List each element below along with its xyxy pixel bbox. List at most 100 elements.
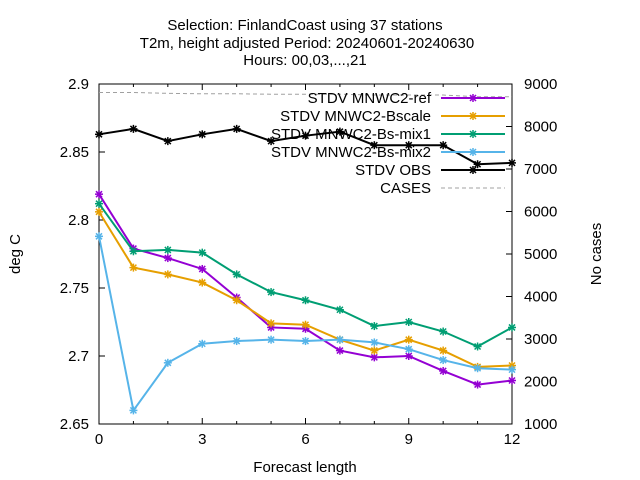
marker-stroke — [164, 137, 172, 145]
marker-stroke — [439, 356, 447, 364]
data-point — [95, 207, 103, 216]
marker-stroke — [164, 270, 172, 278]
y2-tick-label: 6000 — [524, 204, 557, 221]
marker-stroke — [336, 347, 344, 355]
data-point — [267, 288, 276, 297]
chart-title: Selection: FinlandCoast using 37 station… — [140, 17, 474, 69]
marker-stroke — [469, 112, 477, 120]
legend-entry: STDV MNWC2-ref — [308, 90, 505, 107]
marker-stroke — [95, 130, 103, 138]
data-point — [198, 248, 207, 257]
y-tick-label: 2.75 — [60, 280, 89, 297]
legend-label: STDV MNWC2-ref — [308, 90, 432, 107]
data-point — [198, 264, 207, 273]
marker-stroke — [508, 159, 516, 167]
y2-axis-label: No cases — [588, 223, 605, 286]
data-point — [335, 335, 344, 344]
marker-stroke — [301, 132, 310, 140]
y2-tick-label: 1000 — [524, 416, 557, 433]
y-tick-label: 2.9 — [68, 76, 89, 93]
marker-stroke — [95, 232, 103, 240]
data-point — [301, 337, 310, 346]
legend-marker — [469, 94, 477, 102]
data-point — [439, 356, 448, 365]
data-point — [335, 346, 344, 355]
data-point — [232, 337, 241, 346]
marker-stroke — [95, 200, 103, 208]
marker-stroke — [469, 130, 477, 138]
data-point — [370, 338, 379, 347]
data-point — [95, 199, 103, 208]
legend-entry: STDV MNWC2-Bs-mix2 — [271, 144, 505, 161]
data-point — [370, 346, 379, 355]
series-stdv-mnwc2-bscale — [95, 207, 516, 371]
legend-entry: CASES — [380, 180, 505, 197]
marker-stroke — [198, 249, 206, 257]
data-point — [95, 130, 103, 139]
marker-stroke — [508, 376, 516, 385]
data-point — [198, 278, 207, 287]
legend-marker — [469, 130, 477, 138]
marker-stroke — [469, 166, 477, 174]
marker-stroke — [336, 336, 344, 344]
y-axis-label: deg C — [7, 234, 24, 274]
legend-label: STDV MNWC2-Bs-mix2 — [271, 144, 431, 161]
marker-stroke — [95, 190, 103, 198]
y2-tick-label: 9000 — [524, 76, 557, 93]
legend-label: STDV MNWC2-Bs-mix1 — [271, 126, 431, 143]
data-point — [370, 353, 379, 362]
y2-tick-label: 8000 — [524, 119, 557, 136]
data-point — [439, 366, 448, 375]
data-point — [232, 124, 241, 133]
marker-stroke — [336, 128, 344, 136]
marker-stroke — [267, 319, 275, 327]
data-point — [129, 124, 138, 133]
legend-entry: STDV MNWC2-Bscale — [280, 108, 505, 125]
y-tick-label: 2.85 — [60, 144, 89, 161]
y2-tick-label: 5000 — [524, 246, 557, 263]
data-point — [95, 190, 103, 199]
marker-stroke — [129, 406, 137, 414]
y2-tick-label: 4000 — [524, 289, 557, 306]
marker-stroke — [370, 353, 378, 361]
legend-marker — [469, 166, 477, 174]
data-point — [267, 137, 276, 146]
marker-stroke — [95, 208, 103, 216]
marker-stroke — [267, 336, 275, 344]
marker-stroke — [405, 141, 413, 149]
marker-stroke — [469, 94, 477, 102]
data-point — [439, 346, 448, 355]
data-point — [301, 320, 310, 329]
title-line-2: T2m, height adjusted Period: 20240601-20… — [140, 35, 474, 52]
data-point — [508, 376, 516, 385]
y2-tick-label: 2000 — [524, 374, 557, 391]
data-point — [198, 339, 207, 348]
marker-stroke — [164, 246, 172, 254]
data-point — [129, 263, 138, 272]
data-point — [404, 352, 413, 360]
title-line-1: Selection: FinlandCoast using 37 station… — [167, 17, 442, 34]
marker-stroke — [474, 364, 482, 372]
data-point — [335, 305, 344, 314]
marker-stroke — [439, 367, 447, 375]
data-point — [335, 127, 344, 136]
marker-stroke — [474, 160, 482, 168]
data-point — [508, 158, 516, 167]
marker-stroke — [198, 340, 206, 348]
data-point — [301, 131, 310, 140]
marker-stroke — [301, 321, 310, 329]
y-tick-label: 2.65 — [60, 416, 89, 433]
marker-stroke — [370, 347, 378, 355]
marker-stroke — [439, 347, 447, 355]
marker-stroke — [370, 338, 378, 346]
data-point — [439, 141, 448, 150]
legend-entry: STDV OBS — [355, 162, 505, 179]
data-point — [370, 322, 379, 331]
series-line — [98, 193, 513, 386]
data-point — [163, 245, 172, 254]
marker-stroke — [405, 318, 413, 326]
marker-stroke — [474, 381, 482, 389]
x-tick-label: 6 — [301, 431, 309, 448]
data-point — [95, 232, 103, 241]
